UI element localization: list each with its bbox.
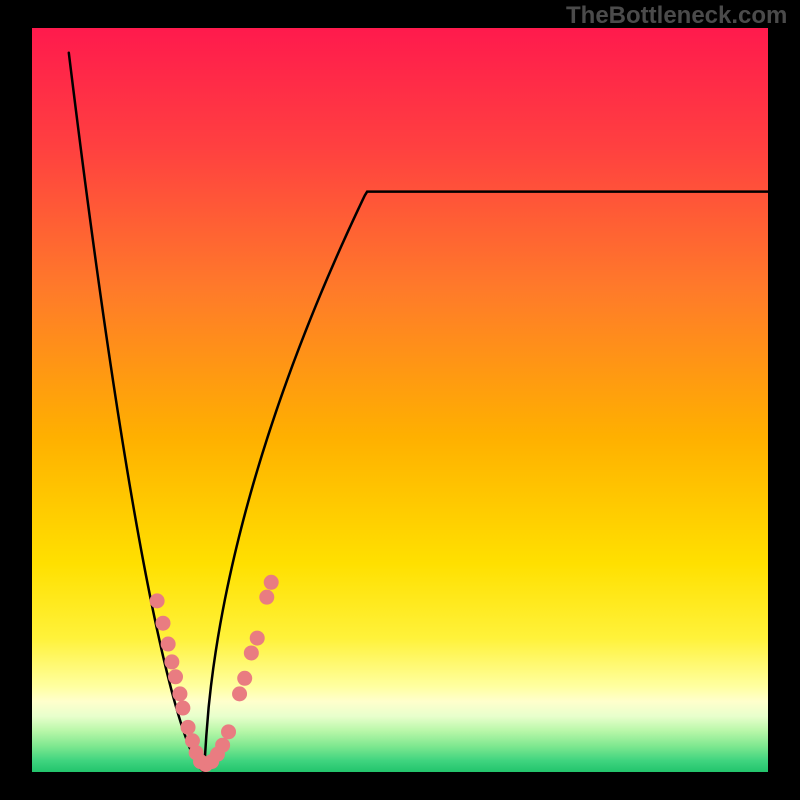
bottleneck-chart xyxy=(0,0,800,800)
data-marker xyxy=(175,701,190,716)
watermark-text: TheBottleneck.com xyxy=(566,2,787,30)
data-marker xyxy=(164,654,179,669)
data-marker xyxy=(237,671,252,686)
plot-background xyxy=(32,28,768,772)
data-marker xyxy=(232,686,247,701)
data-marker xyxy=(168,669,183,684)
data-marker xyxy=(264,575,279,590)
data-marker xyxy=(259,590,274,605)
chart-stage: TheBottleneck.com xyxy=(0,0,800,800)
data-marker xyxy=(156,616,171,631)
data-marker xyxy=(250,631,265,646)
data-marker xyxy=(150,593,165,608)
data-marker xyxy=(172,686,187,701)
data-marker xyxy=(244,645,259,660)
data-marker xyxy=(161,637,176,652)
data-marker xyxy=(221,724,236,739)
data-marker xyxy=(181,720,196,735)
data-marker xyxy=(215,738,230,753)
